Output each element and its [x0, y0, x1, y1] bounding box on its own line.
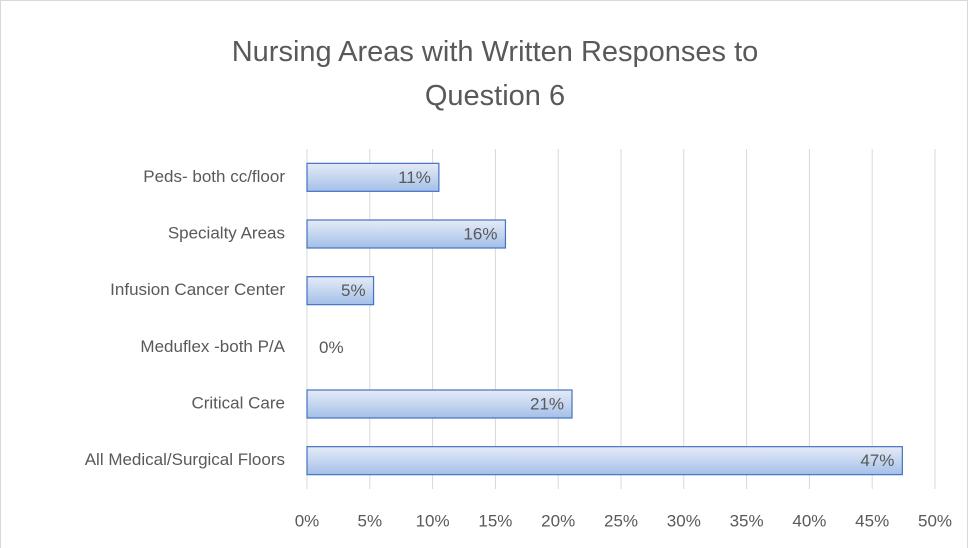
x-tick-label: 35%: [730, 511, 764, 530]
y-tick-label: Critical Care: [191, 393, 285, 412]
data-label: 5%: [341, 281, 366, 300]
bar: [306, 162, 440, 192]
x-tick-label: 45%: [855, 511, 889, 530]
x-tick-label: 5%: [358, 511, 383, 530]
y-tick-label: Specialty Areas: [168, 223, 285, 242]
y-tick-label: All Medical/Surgical Floors: [85, 450, 285, 469]
x-tick-label: 15%: [478, 511, 512, 530]
data-label: 0%: [319, 338, 344, 357]
x-tick-label: 40%: [792, 511, 826, 530]
data-label: 47%: [860, 451, 894, 470]
y-tick-label: Infusion Cancer Center: [110, 280, 285, 299]
x-tick-label: 20%: [541, 511, 575, 530]
bar: [306, 446, 903, 476]
bar: [306, 389, 573, 419]
x-tick-label: 30%: [667, 511, 701, 530]
y-tick-label: Meduflex -both P/A: [140, 337, 285, 356]
bar: [306, 219, 507, 249]
data-label: 16%: [463, 224, 497, 243]
y-tick-label: Peds- both cc/floor: [143, 167, 285, 186]
data-label: 11%: [398, 168, 431, 187]
x-tick-label: 25%: [604, 511, 638, 530]
bar: [306, 276, 375, 306]
x-tick-label: 0%: [295, 511, 320, 530]
data-label: 21%: [530, 394, 564, 413]
x-tick-label: 10%: [416, 511, 450, 530]
chart-title: Nursing Areas with Written Responses to …: [231, 36, 759, 112]
x-tick-label: 50%: [918, 511, 952, 530]
